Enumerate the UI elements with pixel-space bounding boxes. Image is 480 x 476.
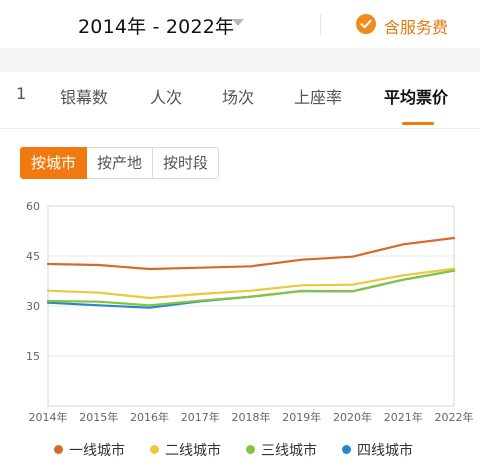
data-point — [402, 278, 405, 281]
data-point — [351, 255, 354, 258]
section-gap — [0, 48, 480, 72]
data-point — [47, 289, 49, 292]
data-point — [47, 301, 49, 304]
legend-item-tier1[interactable]: 一线城市 — [54, 440, 125, 460]
data-point — [453, 237, 455, 239]
data-point — [148, 297, 151, 299]
y-tick-label: 15 — [26, 350, 40, 363]
y-tick-label: 30 — [26, 300, 40, 313]
data-point — [97, 300, 100, 303]
x-tick-label: 2018年 — [232, 410, 271, 424]
tab-partial[interactable]: 1 — [16, 84, 27, 103]
data-point — [300, 284, 303, 287]
data-point — [199, 293, 202, 295]
legend-dot — [54, 445, 63, 454]
data-point — [97, 291, 100, 294]
data-point — [402, 274, 405, 277]
segment-by-origin[interactable]: 按产地 — [87, 147, 154, 179]
tab-shows[interactable]: 场次 — [222, 88, 255, 107]
chevron-down-icon[interactable] — [232, 19, 244, 26]
y-tick-label: 45 — [26, 250, 40, 263]
segment-by-time[interactable]: 按时段 — [153, 147, 220, 179]
legend-item-tier4[interactable]: 四线城市 — [342, 440, 413, 460]
data-point — [351, 283, 354, 286]
x-tick-label: 2019年 — [282, 410, 321, 424]
x-tick-label: 2015年 — [79, 410, 118, 424]
data-point — [453, 269, 455, 272]
data-point — [199, 299, 202, 302]
tab-occupancy[interactable]: 上座率 — [294, 88, 343, 107]
divider — [320, 14, 321, 36]
data-point — [199, 266, 202, 269]
check-circle-icon[interactable] — [356, 14, 376, 34]
tab-avg-ticket-price[interactable]: 平均票价 — [384, 88, 449, 107]
legend-label: 一线城市 — [69, 443, 125, 459]
data-point — [47, 300, 49, 302]
year-range-selector[interactable]: 2014年 - 2022年 — [78, 16, 235, 38]
data-point — [300, 290, 303, 292]
data-point — [148, 268, 151, 270]
dimension-segmented-control: 按城市 按产地 按时段 — [20, 147, 220, 179]
legend-dot — [246, 445, 255, 454]
service-fee-toggle-label[interactable]: 含服务费 — [384, 18, 449, 37]
data-point — [300, 258, 303, 261]
series-line — [46, 269, 456, 307]
data-point — [250, 289, 252, 292]
data-point — [97, 304, 100, 307]
data-point — [148, 306, 151, 309]
x-tick-label: 2020年 — [333, 410, 372, 424]
data-point — [351, 290, 354, 293]
x-tick-label: 2021年 — [384, 410, 423, 424]
chart-legend: 一线城市 二线城市 三线城市 四线城市 — [40, 440, 480, 464]
data-point — [97, 264, 100, 266]
tab-admissions[interactable]: 人次 — [150, 88, 183, 107]
series-line — [46, 236, 456, 271]
metric-tabs: 1 银幕数 人次 场次 上座率 平均票价 — [0, 72, 480, 129]
legend-item-tier3[interactable]: 三线城市 — [246, 440, 317, 460]
data-point — [250, 265, 252, 268]
x-tick-label: 2014年 — [29, 410, 68, 424]
tab-screens[interactable]: 银幕数 — [60, 88, 109, 107]
active-tab-indicator — [402, 122, 434, 125]
legend-dot — [342, 445, 351, 454]
x-tick-label: 2017年 — [181, 410, 220, 424]
data-point — [47, 263, 49, 265]
top-bar: 2014年 - 2022年 含服务费 — [0, 0, 480, 48]
legend-label: 四线城市 — [357, 443, 413, 459]
data-point — [402, 243, 405, 246]
series-line — [46, 267, 456, 300]
x-tick-label: 2016年 — [130, 410, 169, 424]
y-tick-label: 60 — [26, 200, 40, 213]
segment-by-city[interactable]: 按城市 — [20, 147, 88, 179]
legend-label: 二线城市 — [165, 443, 221, 459]
data-point — [250, 295, 252, 298]
line-chart: 15 30 45 60 2014年 2015年 2016年 2017年 2018年 2019年 20… — [26, 200, 474, 424]
legend-label: 三线城市 — [261, 443, 317, 459]
legend-dot — [150, 445, 159, 454]
data-point — [148, 304, 151, 307]
data-point — [453, 267, 455, 270]
x-tick-label: 2022年 — [435, 410, 474, 424]
legend-item-tier2[interactable]: 二线城市 — [150, 440, 221, 460]
